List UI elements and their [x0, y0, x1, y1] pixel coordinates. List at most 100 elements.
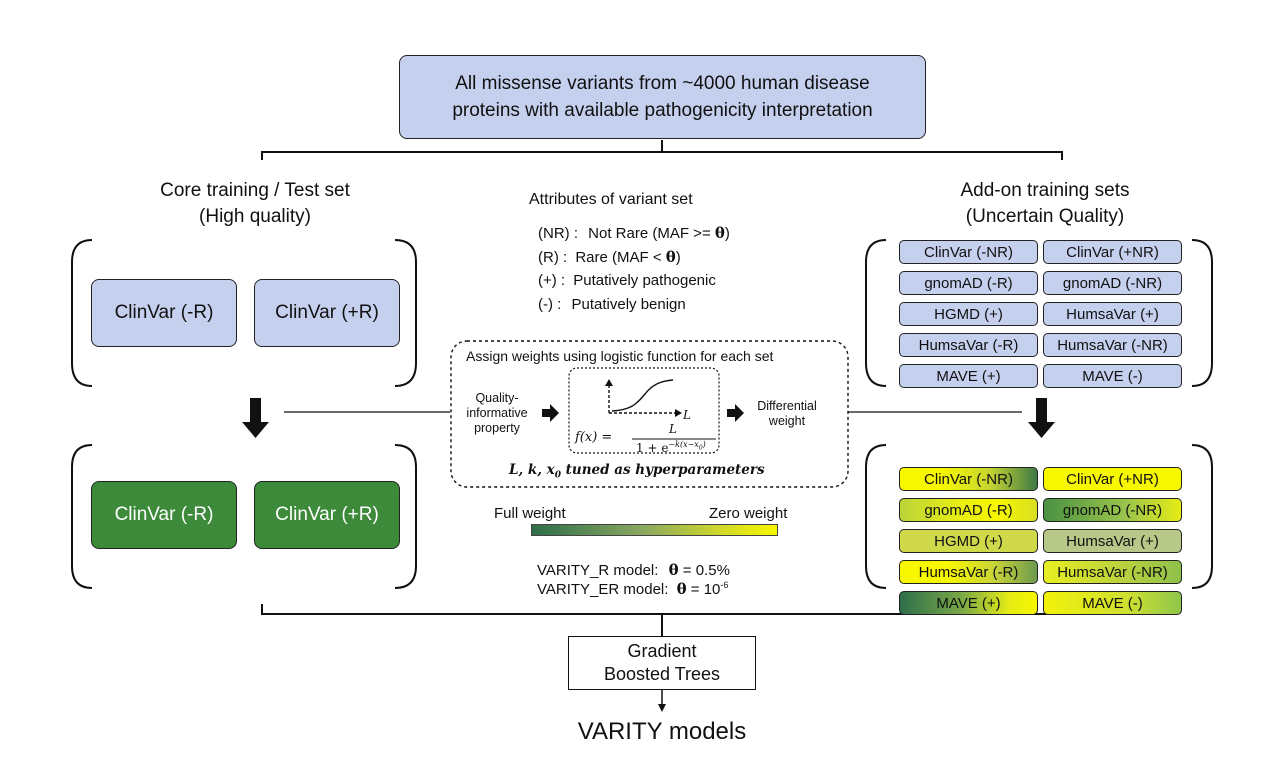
core-title: Core training / Test set (High quality) — [120, 178, 390, 230]
weighting-output-line1: Differential — [757, 399, 817, 413]
attr-minus-desc: Putatively benign — [571, 296, 686, 313]
weighting-input-label: Quality- informative property — [455, 391, 539, 436]
addon-chip-label: MAVE (-) — [1082, 367, 1143, 385]
attr-nr-desc: Not Rare (MAF >= — [588, 225, 715, 242]
weighted-chip-clinvar-minus-nr: ClinVar (-NR) — [899, 467, 1038, 491]
weighted-chip-label: HumsaVar (-NR) — [1057, 563, 1168, 581]
addon-chip-label: MAVE (+) — [936, 367, 1001, 385]
weighted-chip-label: HGMD (+) — [934, 532, 1003, 550]
weighted-chip-label: ClinVar (+NR) — [1066, 470, 1159, 488]
right-arrow-input-icon — [542, 404, 559, 422]
core-clinvar-plus-r-box: ClinVar (+R) — [254, 279, 400, 347]
attr-r: (R) : Rare (MAF < θ) — [538, 248, 681, 266]
weighted-chip-label: gnomAD (-R) — [924, 501, 1013, 519]
attr-minus: (-) : Putatively benign — [538, 296, 686, 313]
addon-chip-mave-minus: MAVE (-) — [1043, 364, 1182, 388]
weighting-output-line2: weight — [768, 414, 806, 428]
attr-nr-theta: θ — [714, 224, 725, 242]
weighting-input-line1: Quality- — [475, 391, 519, 405]
hyperparameters-note: L, k, x0 tuned as hyperparameters — [509, 462, 765, 481]
down-arrow-right-icon — [1028, 398, 1055, 438]
formula-numerator: L — [669, 422, 677, 436]
model-er-threshold: VARITY_ER model: θ = 10-6 — [537, 580, 728, 598]
addon-chip-humsavar-minus-r: HumsaVar (-R) — [899, 333, 1038, 357]
attr-plus-desc: Putatively pathogenic — [573, 272, 716, 289]
weighted-chip-label: ClinVar (-NR) — [924, 470, 1013, 488]
attr-r-theta: θ — [665, 248, 676, 266]
weighted-clinvar-plus-r-label: ClinVar (+R) — [275, 504, 379, 525]
model-r-threshold: VARITY_R model: θ = 0.5% — [537, 561, 730, 579]
hyper-sub: 0 — [554, 470, 561, 481]
weighting-title: Assign weights using logistic function f… — [466, 348, 774, 364]
addon-title-line2: (Uncertain Quality) — [965, 206, 1125, 227]
formula-den-base: 1 + e — [636, 441, 669, 455]
core-clinvar-plus-r-label: ClinVar (+R) — [275, 302, 379, 323]
final-label: VARITY models — [577, 718, 747, 745]
weighted-chip-label: HumsaVar (+) — [1066, 532, 1159, 550]
weighted-chip-hgmd-plus: HGMD (+) — [899, 529, 1038, 553]
addon-chip-label: gnomAD (-NR) — [1062, 274, 1163, 292]
model-er-value: = 10 — [686, 581, 721, 598]
addon-chip-label: ClinVar (+NR) — [1066, 243, 1159, 261]
logistic-curve-icon — [605, 379, 682, 417]
addon-chip-label: ClinVar (-NR) — [924, 243, 1013, 261]
legend-full-label: Full weight — [494, 505, 566, 522]
weighted-clinvar-minus-r-box: ClinVar (-R) — [91, 481, 237, 549]
addon-chip-gnomad-minus-r: gnomAD (-R) — [899, 271, 1038, 295]
weighted-chip-humsavar-minus-r: HumsaVar (-R) — [899, 560, 1038, 584]
addon-chip-gnomad-minus-nr: gnomAD (-NR) — [1043, 271, 1182, 295]
attr-nr-code: (NR) : — [538, 225, 578, 242]
addon-title-line1: Add-on training sets — [960, 180, 1130, 201]
model-er-theta: θ — [676, 580, 687, 598]
attr-r-close: ) — [675, 249, 681, 266]
top-box-line2: proteins with available pathogenicity in… — [452, 100, 873, 121]
weighting-input-line3: property — [474, 421, 520, 435]
attr-plus-code: (+) : — [538, 272, 566, 289]
attr-r-code: (R) : — [538, 249, 568, 266]
formula-exp: −k(x−x — [668, 440, 699, 449]
weighting-input-line2: informative — [466, 406, 528, 420]
legend-gradient-bar — [531, 524, 778, 536]
top-box: All missense variants from ~4000 human d… — [399, 55, 926, 139]
addon-chip-label: HumsaVar (+) — [1066, 305, 1159, 323]
weighted-chip-humsavar-minus-nr: HumsaVar (-NR) — [1043, 560, 1182, 584]
core-clinvar-minus-r-box: ClinVar (-R) — [91, 279, 237, 347]
weighted-chip-gnomad-minus-nr: gnomAD (-NR) — [1043, 498, 1182, 522]
attr-plus: (+) : Putatively pathogenic — [538, 272, 716, 289]
addon-chip-hgmd-plus: HGMD (+) — [899, 302, 1038, 326]
addon-chip-label: HumsaVar (-R) — [918, 336, 1019, 354]
attr-minus-code: (-) : — [538, 296, 562, 313]
addon-chip-mave-plus: MAVE (+) — [899, 364, 1038, 388]
formula-exp-close: ) — [702, 440, 706, 449]
formula-lhs: f(x) = — [575, 430, 613, 445]
weighted-chip-humsavar-plus: HumsaVar (+) — [1043, 529, 1182, 553]
addon-chip-humsavar-plus: HumsaVar (+) — [1043, 302, 1182, 326]
weighted-chip-mave-plus: MAVE (+) — [899, 591, 1038, 615]
axis-x-label: L — [683, 408, 691, 422]
core-clinvar-minus-r-label: ClinVar (-R) — [114, 302, 214, 323]
weighted-chip-label: HumsaVar (-R) — [918, 563, 1019, 581]
gbt-line1: Gradient — [627, 641, 697, 661]
right-arrow-output-icon — [727, 404, 744, 422]
weighted-chip-mave-minus: MAVE (-) — [1043, 591, 1182, 615]
gbt-box: Gradient Boosted Trees — [568, 636, 756, 690]
hyper-rest: tuned as hyperparameters — [560, 462, 765, 478]
weighted-chip-label: MAVE (+) — [936, 594, 1001, 612]
weighted-chip-label: gnomAD (-NR) — [1062, 501, 1163, 519]
addon-title: Add-on training sets (Uncertain Quality) — [900, 178, 1190, 230]
formula-denominator: 1 + e−k(x−x0) — [636, 440, 706, 455]
top-box-line1: All missense variants from ~4000 human d… — [455, 73, 870, 94]
addon-chip-clinvar-minus-nr: ClinVar (-NR) — [899, 240, 1038, 264]
gbt-line2: Boosted Trees — [603, 664, 721, 684]
model-r-label: VARITY_R model: — [537, 562, 659, 579]
legend-zero-label: Zero weight — [709, 505, 788, 522]
core-title-line2: (High quality) — [199, 206, 311, 227]
model-r-theta: θ — [668, 561, 679, 579]
weighted-chip-label: MAVE (-) — [1082, 594, 1143, 612]
model-r-value: = 0.5% — [678, 562, 730, 579]
model-er-label: VARITY_ER model: — [537, 581, 669, 598]
core-title-line1: Core training / Test set — [160, 180, 350, 201]
weighting-output-label: Differential weight — [745, 399, 829, 429]
weighted-chip-gnomad-minus-r: gnomAD (-R) — [899, 498, 1038, 522]
addon-chip-humsavar-minus-nr: HumsaVar (-NR) — [1043, 333, 1182, 357]
